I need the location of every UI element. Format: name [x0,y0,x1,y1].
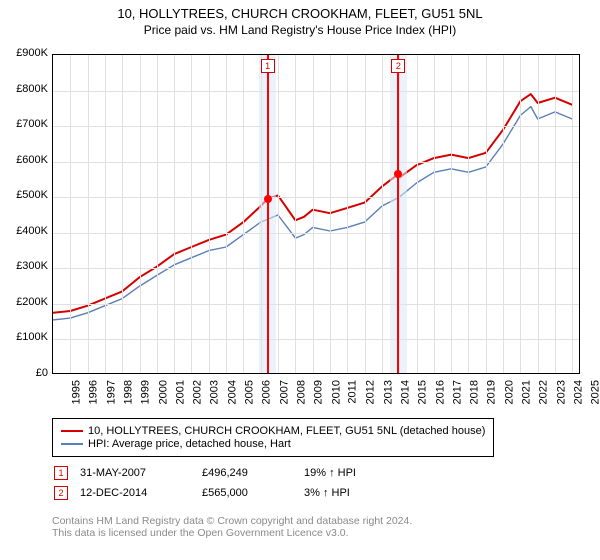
y-tick-label: £300K [0,260,48,272]
x-tick-label: 2006 [261,380,273,404]
x-tick-label: 2019 [486,380,498,404]
x-tick-label: 2007 [278,380,290,404]
sale-delta: 3% ↑ HPI [304,484,366,502]
x-tick-label: 2012 [365,380,377,404]
x-tick-label: 2011 [347,380,359,404]
x-tick-label: 1999 [140,380,152,404]
legend-item: 10, HOLLYTREES, CHURCH CROOKHAM, FLEET, … [61,425,485,437]
sale-price: £565,000 [202,484,302,502]
sales-table: 1 31-MAY-2007£496,24919% ↑ HPI 2 12-DEC-201… [52,462,368,504]
y-tick-label: £600K [0,154,48,166]
sale-row-marker: 1 [54,466,68,480]
y-tick-label: £0 [0,367,48,379]
y-tick-label: £700K [0,118,48,130]
x-tick-label: 2015 [417,380,429,404]
x-tick-label: 2023 [555,380,567,404]
x-tick-label: 2020 [503,380,515,404]
sale-bar [267,55,269,373]
x-tick-label: 2010 [330,380,342,404]
y-tick-label: £200K [0,296,48,308]
legend-swatch [61,430,83,432]
sale-point [264,195,272,203]
x-tick-label: 2017 [451,380,463,404]
x-tick-label: 2024 [573,380,585,404]
x-tick-label: 2004 [226,380,238,404]
chart-subtitle: Price paid vs. HM Land Registry's House … [0,21,600,37]
y-tick-label: £500K [0,189,48,201]
x-tick-label: 2002 [192,380,204,404]
sale-date: 31-MAY-2007 [80,464,200,482]
x-tick-label: 2008 [296,380,308,404]
legend-swatch [61,443,83,445]
x-tick-label: 2005 [244,380,256,404]
sale-date: 12-DEC-2014 [80,484,200,502]
sale-row: 2 12-DEC-2014£565,0003% ↑ HPI [54,484,366,502]
sale-row: 1 31-MAY-2007£496,24919% ↑ HPI [54,464,366,482]
legend-label: HPI: Average price, detached house, Hart [88,438,291,450]
x-tick-label: 1996 [88,380,100,404]
sale-marker: 2 [391,59,405,73]
x-tick-label: 2014 [399,380,411,404]
y-tick-label: £400K [0,225,48,237]
x-tick-label: 2001 [174,380,186,404]
footnote-line1: Contains HM Land Registry data © Crown c… [52,515,412,527]
x-tick-label: 1995 [70,380,82,404]
legend-item: HPI: Average price, detached house, Hart [61,438,485,450]
chart-lines [53,55,581,375]
sale-delta: 19% ↑ HPI [304,464,366,482]
x-tick-label: 1998 [122,380,134,404]
sale-point [394,170,402,178]
x-tick-label: 2016 [434,380,446,404]
x-tick-label: 2021 [521,380,533,404]
sale-bar [397,55,399,373]
footnote-line2: This data is licensed under the Open Gov… [52,527,412,539]
x-tick-label: 2000 [157,380,169,404]
x-tick-label: 2018 [469,380,481,404]
legend: 10, HOLLYTREES, CHURCH CROOKHAM, FLEET, … [52,418,494,457]
y-tick-label: £800K [0,83,48,95]
x-tick-label: 2025 [590,380,600,404]
chart-title: 10, HOLLYTREES, CHURCH CROOKHAM, FLEET, … [0,0,600,21]
x-tick-label: 2009 [313,380,325,404]
sale-marker: 1 [261,59,275,73]
legend-label: 10, HOLLYTREES, CHURCH CROOKHAM, FLEET, … [88,425,485,437]
y-tick-label: £900K [0,47,48,59]
x-tick-label: 2022 [538,380,550,404]
x-tick-label: 1997 [105,380,117,404]
x-tick-label: 2003 [209,380,221,404]
x-tick-label: 2013 [382,380,394,404]
y-tick-label: £100K [0,331,48,343]
footnote: Contains HM Land Registry data © Crown c… [52,515,412,539]
sale-row-marker: 2 [54,486,68,500]
chart-plot-area: 12 [52,54,580,374]
sale-price: £496,249 [202,464,302,482]
